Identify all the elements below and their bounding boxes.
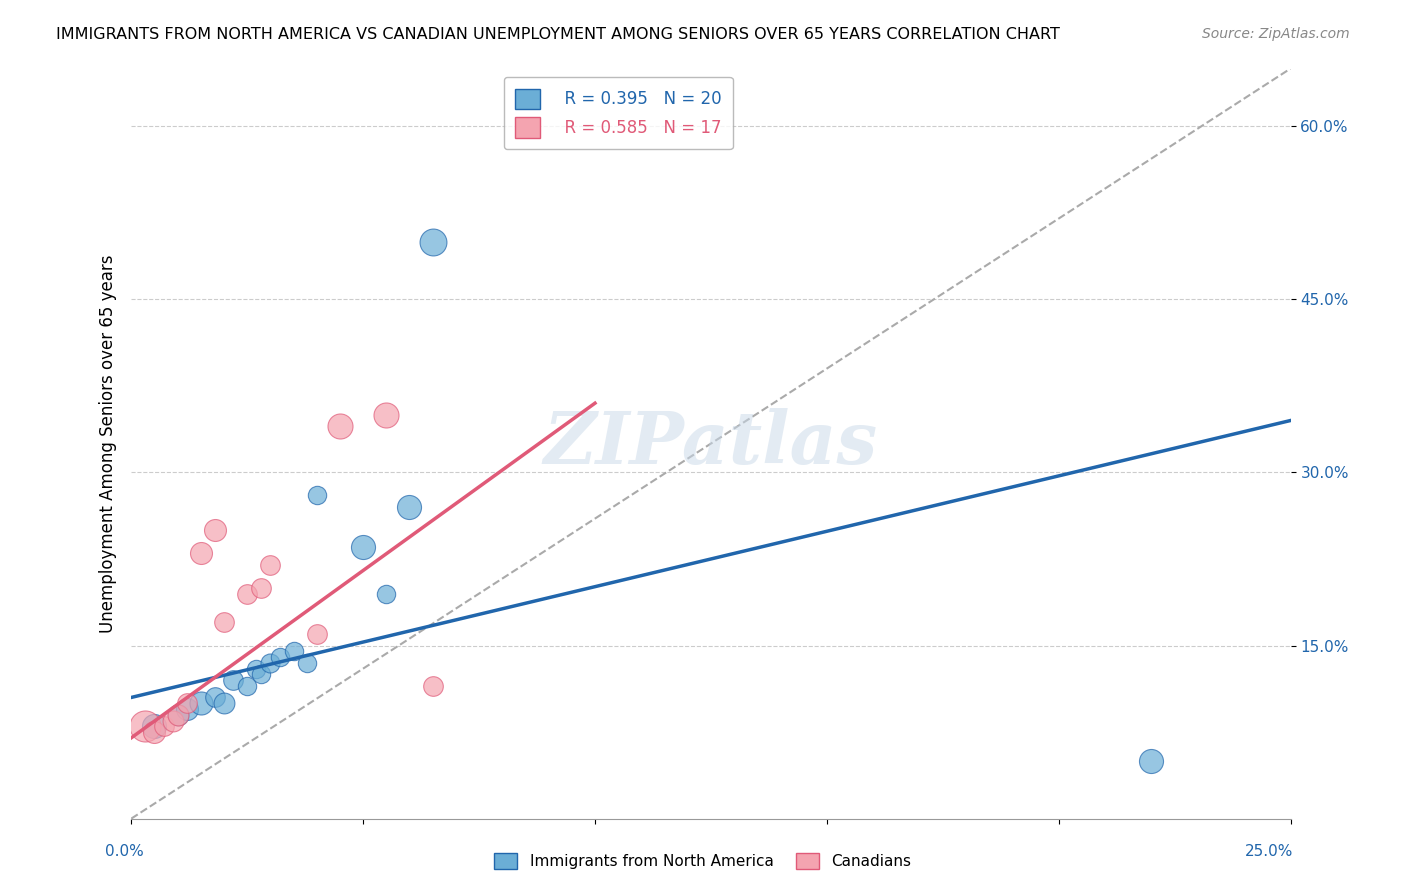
Point <box>250 581 273 595</box>
Point <box>283 644 305 658</box>
Text: ZIPatlas: ZIPatlas <box>544 408 877 479</box>
Point <box>204 690 226 705</box>
Point <box>305 627 328 641</box>
Point <box>143 719 166 733</box>
Point <box>204 523 226 537</box>
Point <box>352 541 374 555</box>
Point <box>375 408 398 422</box>
Point <box>259 558 281 572</box>
Point <box>190 546 212 560</box>
Point <box>236 679 259 693</box>
Text: IMMIGRANTS FROM NORTH AMERICA VS CANADIAN UNEMPLOYMENT AMONG SENIORS OVER 65 YEA: IMMIGRANTS FROM NORTH AMERICA VS CANADIA… <box>56 27 1060 42</box>
Point <box>259 656 281 670</box>
Point <box>245 662 267 676</box>
Point <box>166 707 188 722</box>
Text: 0.0%: 0.0% <box>105 845 145 859</box>
Point <box>297 656 319 670</box>
Point <box>398 500 420 514</box>
Point <box>375 586 398 600</box>
Point <box>236 586 259 600</box>
Y-axis label: Unemployment Among Seniors over 65 years: Unemployment Among Seniors over 65 years <box>100 254 117 632</box>
Point <box>422 679 444 693</box>
Legend:   R = 0.395   N = 20,   R = 0.585   N = 17: R = 0.395 N = 20, R = 0.585 N = 17 <box>503 77 733 149</box>
Point <box>305 488 328 502</box>
Point <box>222 673 245 687</box>
Point <box>250 667 273 681</box>
Point <box>422 235 444 249</box>
Point <box>176 702 198 716</box>
Text: Source: ZipAtlas.com: Source: ZipAtlas.com <box>1202 27 1350 41</box>
Point <box>212 696 235 710</box>
Text: 25.0%: 25.0% <box>1246 845 1294 859</box>
Point <box>166 707 188 722</box>
Legend: Immigrants from North America, Canadians: Immigrants from North America, Canadians <box>488 847 918 875</box>
Point <box>329 419 352 434</box>
Point <box>143 725 166 739</box>
Point <box>152 719 174 733</box>
Point <box>190 696 212 710</box>
Point <box>176 696 198 710</box>
Point <box>1140 754 1163 768</box>
Point <box>162 714 184 728</box>
Point <box>212 615 235 630</box>
Point <box>269 650 291 665</box>
Point <box>134 719 156 733</box>
